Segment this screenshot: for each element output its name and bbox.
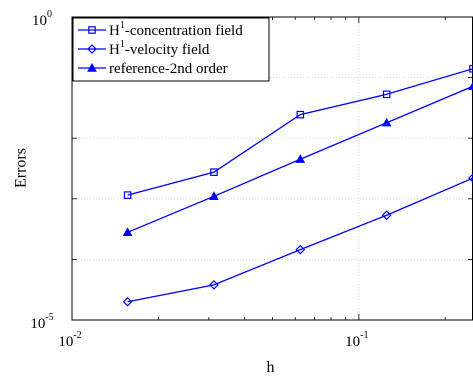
series-diamond <box>122 173 473 307</box>
data-point <box>468 81 473 90</box>
data-point <box>210 168 218 176</box>
data-point <box>381 117 392 127</box>
legend-label: H1-concentration field <box>109 20 243 39</box>
legend-label: H1-velocity field <box>109 39 210 58</box>
series-line <box>127 68 473 196</box>
legend-item: reference-2nd order <box>78 61 228 77</box>
legend-label: reference-2nd order <box>109 61 228 77</box>
y-tick-label: 10-5 <box>30 312 53 332</box>
data-point <box>123 191 132 199</box>
series-line <box>127 177 473 303</box>
data-point <box>209 280 219 290</box>
data-point <box>122 296 133 307</box>
data-point <box>382 90 391 99</box>
data-point <box>468 173 473 183</box>
legend-marker <box>88 26 96 34</box>
data-series <box>122 64 473 307</box>
y-tick-label: 100 <box>32 9 52 29</box>
x-tick-label: 10-2 <box>58 330 81 350</box>
legend-item: H1-velocity field <box>78 39 210 58</box>
x-axis-label: h <box>267 359 275 376</box>
series-triangle <box>122 81 473 237</box>
data-point <box>295 244 306 255</box>
data-point <box>122 227 133 237</box>
legend-item: H1-concentration field <box>78 20 243 39</box>
data-point <box>381 210 392 221</box>
y-axis-label: Errors <box>13 148 30 188</box>
legend-marker <box>87 62 97 72</box>
tick-labels: 10-2 10-1 100 10-5 <box>30 9 368 350</box>
data-point <box>209 191 219 200</box>
legend-marker <box>87 44 97 54</box>
x-tick-label: 10-1 <box>345 330 368 350</box>
data-point <box>295 154 306 163</box>
data-point <box>296 110 305 119</box>
